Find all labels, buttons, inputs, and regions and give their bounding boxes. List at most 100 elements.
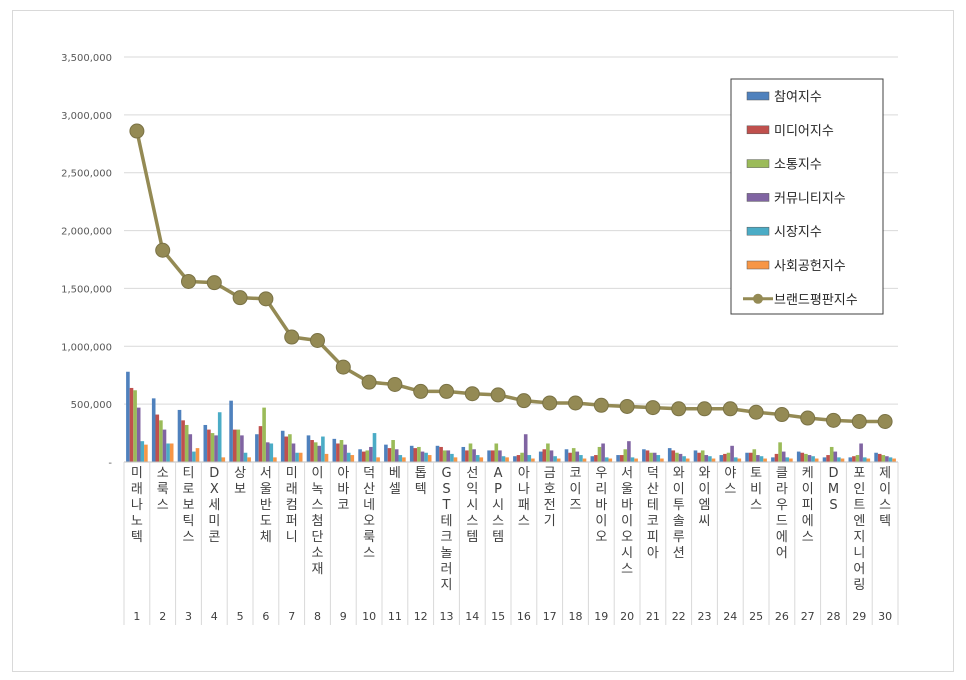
brand-score-point: [439, 383, 454, 399]
bar: [642, 449, 646, 462]
bar: [719, 455, 724, 462]
bar: [394, 449, 399, 462]
bar: [852, 456, 856, 462]
bar: [346, 452, 351, 462]
brand-score-line: [129, 123, 893, 429]
bar: [704, 455, 709, 462]
bar: [678, 453, 683, 462]
brand-score-point: [155, 242, 171, 258]
brand-score-point: [800, 410, 816, 426]
bar: [162, 429, 167, 462]
bar: [652, 452, 657, 462]
rank-label: 3: [185, 610, 192, 623]
bar: [505, 457, 509, 462]
bar: [619, 455, 624, 462]
bar: [140, 441, 145, 462]
bar: [313, 442, 318, 462]
bar: [369, 446, 373, 462]
bar: [796, 451, 801, 462]
bar: [542, 449, 547, 462]
rank-label: 27: [801, 610, 815, 623]
bar: [232, 429, 237, 462]
bar: [214, 435, 218, 462]
bar: [280, 430, 285, 462]
brand-score-point: [181, 273, 196, 289]
brand-score-point: [851, 414, 867, 429]
rank-label: 13: [440, 610, 454, 623]
bar: [402, 457, 406, 462]
bar: [203, 424, 208, 462]
bar: [144, 444, 148, 462]
bar: [427, 455, 432, 462]
bar: [826, 455, 830, 462]
bar: [888, 457, 893, 462]
bar: [623, 449, 628, 462]
legend-label: 시장지수: [774, 225, 822, 240]
bar: [711, 458, 716, 462]
bar: [184, 424, 189, 462]
bar: [881, 455, 886, 462]
bar: [800, 452, 805, 462]
bar: [697, 452, 701, 462]
bar: [177, 409, 182, 462]
bar: [487, 450, 491, 462]
bar: [435, 445, 440, 462]
bar: [568, 452, 572, 462]
bar: [453, 457, 458, 462]
bar: [804, 453, 808, 462]
bar: [877, 453, 882, 462]
bar: [284, 436, 289, 462]
rank-label: 23: [698, 610, 712, 623]
brand-score-point: [516, 393, 532, 409]
bar: [221, 457, 226, 462]
bar: [169, 443, 174, 462]
bar: [756, 455, 760, 462]
bar: [682, 456, 686, 462]
bar: [255, 434, 259, 462]
bar: [737, 458, 742, 462]
bar: [240, 435, 244, 462]
y-tick-label: 2,000,000: [61, 227, 112, 238]
bar: [656, 455, 661, 462]
rank-label: 25: [749, 610, 763, 623]
bar: [597, 446, 602, 462]
bar: [733, 457, 738, 462]
bar: [365, 450, 370, 462]
rank-label: 26: [775, 610, 789, 623]
bar: [811, 456, 815, 462]
rank-label: 21: [646, 610, 660, 623]
brand-score-point: [671, 401, 687, 417]
brand-score-point: [284, 329, 300, 345]
brand-score-point: [310, 333, 325, 348]
bar: [549, 450, 554, 462]
bar: [424, 452, 428, 462]
bar: [258, 426, 263, 462]
bar: [759, 456, 764, 462]
y-tick-label: 2,500,000: [61, 169, 112, 180]
bar: [126, 371, 130, 462]
y-tick-label: 1,500,000: [61, 284, 112, 295]
legend-label: 미디어지수: [774, 124, 834, 139]
bar: [885, 456, 889, 462]
bar: [855, 455, 860, 462]
legend-label: 커뮤니티지수: [774, 191, 846, 206]
bar: [247, 457, 251, 462]
bar: [693, 450, 698, 462]
bar: [195, 448, 200, 462]
bar: [409, 445, 414, 462]
bar: [685, 458, 690, 462]
bar: [671, 450, 676, 462]
bar: [501, 456, 506, 462]
bar: [789, 458, 793, 462]
